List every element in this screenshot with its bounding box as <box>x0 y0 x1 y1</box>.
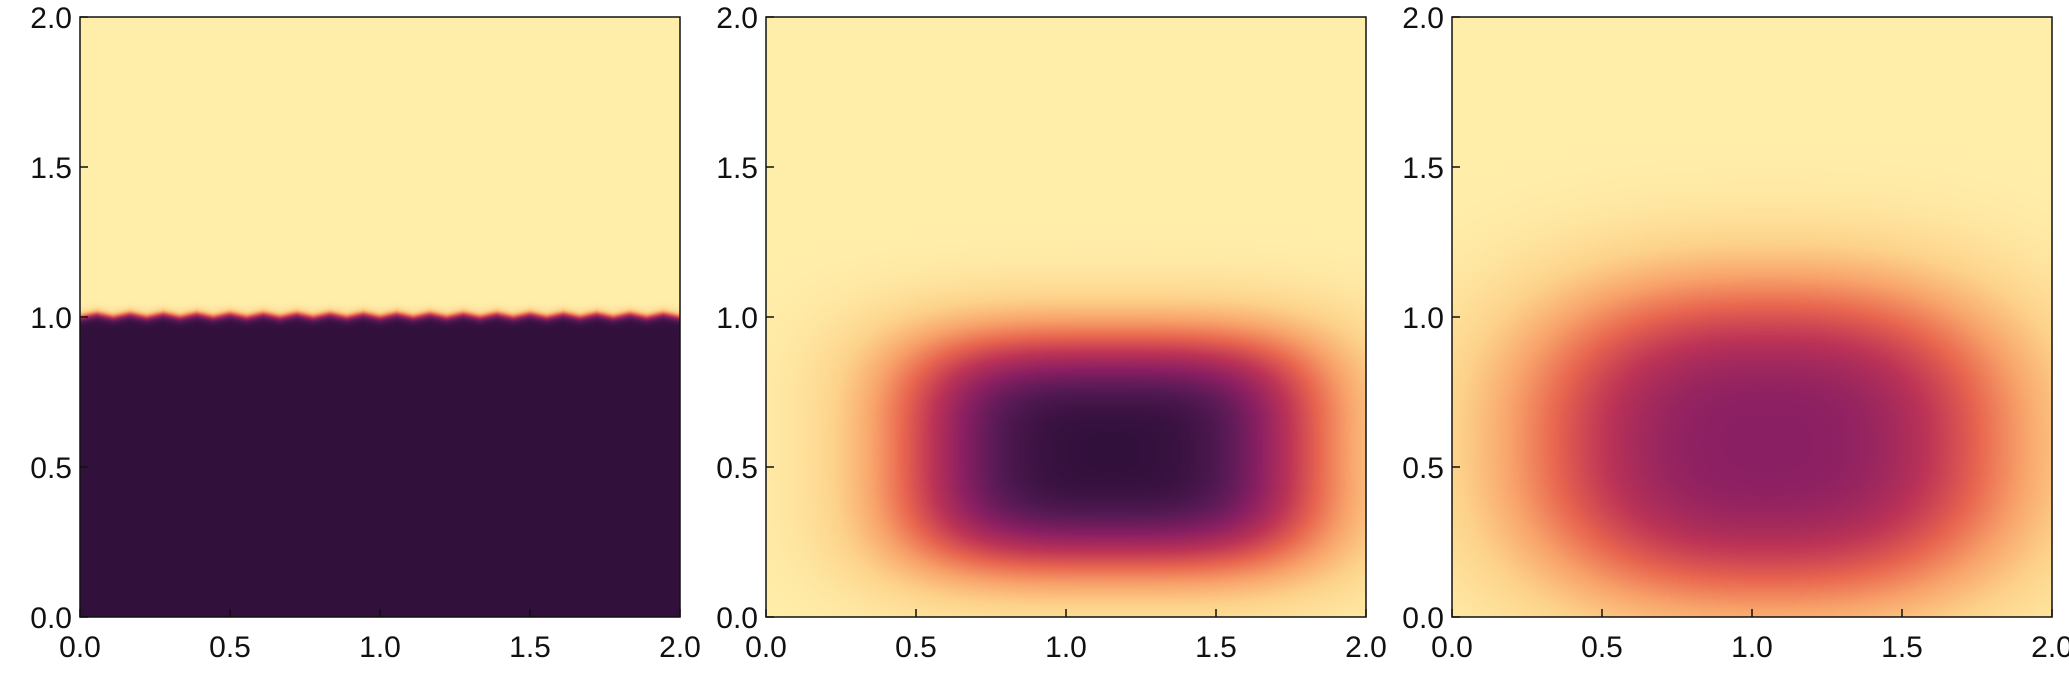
y-tick-label-right: 2.0 <box>1402 2 1444 35</box>
x-tick-label-middle: 1.0 <box>1045 631 1087 664</box>
x-tick-label-left: 0.0 <box>59 631 101 664</box>
x-tick-label-right: 0.0 <box>1431 631 1473 664</box>
heatmap-panel-left: 0.0 0.5 1.0 1.5 2.0 0.0 0.5 1.0 1.5 2.0 <box>30 2 701 664</box>
x-tick-label-middle: 0.5 <box>895 631 937 664</box>
y-tick-label-right: 0.5 <box>1402 452 1444 485</box>
x-tick-label-right: 0.5 <box>1581 631 1623 664</box>
y-tick-label-right: 1.0 <box>1402 302 1444 335</box>
y-tick-label-right: 1.5 <box>1402 152 1444 185</box>
heatmap-panel-middle: 0.0 0.5 1.0 1.5 2.0 0.0 0.5 1.0 1.5 2.0 <box>716 2 1387 664</box>
y-tick-label-left: 1.0 <box>30 302 72 335</box>
heatmap-image-left <box>80 17 680 617</box>
x-tick-label-right: 1.0 <box>1731 631 1773 664</box>
y-tick-label-left: 0.0 <box>30 602 72 635</box>
y-tick-label-middle: 0.0 <box>716 602 758 635</box>
x-tick-label-left: 1.0 <box>359 631 401 664</box>
y-tick-label-middle: 0.5 <box>716 452 758 485</box>
x-tick-label-right: 2.0 <box>2031 631 2069 664</box>
y-tick-label-middle: 2.0 <box>716 2 758 35</box>
x-tick-label-left: 1.5 <box>509 631 551 664</box>
y-tick-label-left: 2.0 <box>30 2 72 35</box>
heatmap-image-right <box>1452 17 2052 617</box>
heatmap-panel-right: 0.0 0.5 1.0 1.5 2.0 0.0 0.5 1.0 1.5 2.0 <box>1402 2 2069 664</box>
y-tick-label-left: 1.5 <box>30 152 72 185</box>
x-tick-label-left: 0.5 <box>209 631 251 664</box>
x-tick-label-middle: 0.0 <box>745 631 787 664</box>
y-tick-label-left: 0.5 <box>30 452 72 485</box>
x-tick-label-left: 2.0 <box>659 631 701 664</box>
y-tick-label-middle: 1.5 <box>716 152 758 185</box>
heatmap-image-middle <box>766 17 1366 617</box>
x-tick-label-middle: 1.5 <box>1195 631 1237 664</box>
y-tick-label-middle: 1.0 <box>716 302 758 335</box>
x-tick-label-middle: 2.0 <box>1345 631 1387 664</box>
y-tick-label-right: 0.0 <box>1402 602 1444 635</box>
x-tick-label-right: 1.5 <box>1881 631 1923 664</box>
